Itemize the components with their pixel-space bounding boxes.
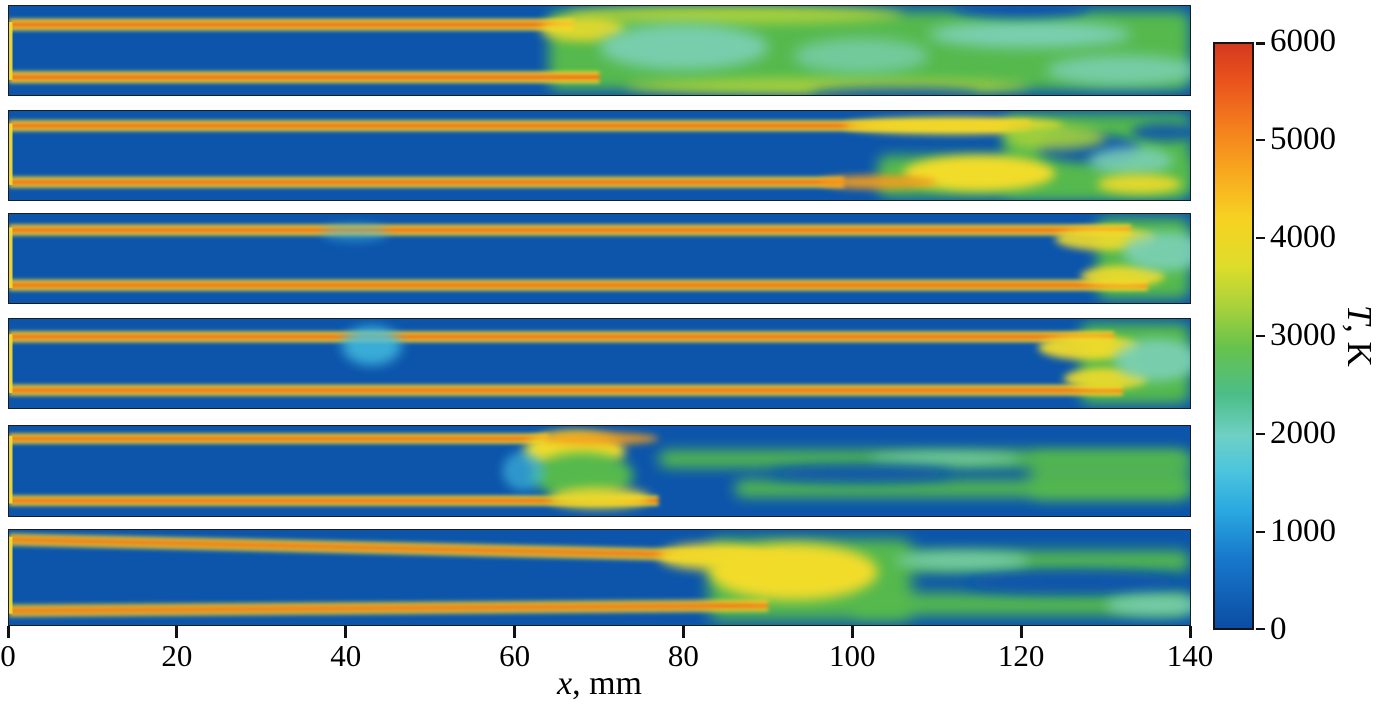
colorbar-tick-label: 5000	[1270, 121, 1336, 157]
temperature-panel-1	[8, 5, 1191, 96]
x-tick-mark	[681, 626, 685, 638]
x-tick-label: 120	[997, 638, 1045, 673]
x-tick-mark	[1188, 626, 1192, 638]
x-axis-label: x, mm	[8, 665, 1191, 703]
colorbar-tick-label: 0	[1270, 611, 1287, 647]
colorbar-label-unit: , K	[1340, 324, 1379, 368]
x-tick-label: 80	[667, 638, 699, 673]
colorbar-tick-label: 6000	[1270, 23, 1336, 59]
colorbar-tick-mark	[1256, 627, 1265, 630]
temperature-panel-4	[8, 318, 1191, 409]
x-axis: 0 20 40 60 80 100 120 140	[0, 626, 1213, 698]
x-tick-mark	[1019, 626, 1023, 638]
temperature-panel-6	[8, 529, 1191, 626]
temperature-field-svg-6	[9, 530, 1190, 625]
temperature-field-svg-2	[9, 111, 1190, 200]
temperature-panel-3	[8, 213, 1191, 304]
colorbar-ticks: 0 1000 2000 3000 4000 5000 6000	[1256, 25, 1381, 646]
colorbar-label-symbol: T	[1340, 304, 1379, 325]
x-tick-label: 0	[0, 638, 16, 673]
x-tick-mark	[6, 626, 10, 638]
x-tick-label: 60	[499, 638, 531, 673]
temperature-panel-2	[8, 110, 1191, 201]
x-tick-label: 40	[330, 638, 362, 673]
colorbar-tick-mark	[1256, 236, 1265, 240]
colorbar-label: T, K	[1336, 42, 1381, 630]
x-tick-mark	[175, 626, 179, 638]
colorbar-tick-mark	[1256, 530, 1265, 534]
colorbar-gradient	[1213, 42, 1254, 630]
colorbar-tick-label: 2000	[1270, 415, 1336, 451]
colorbar-tick-label: 4000	[1270, 219, 1336, 255]
temperature-field-svg-3	[9, 214, 1190, 303]
x-tick-mark	[850, 626, 854, 638]
colorbar-tick-mark	[1256, 42, 1265, 45]
colorbar-tick-mark	[1256, 432, 1265, 436]
x-tick-mark	[344, 626, 348, 638]
temperature-field-svg-1	[9, 6, 1190, 95]
colorbar-tick-mark	[1256, 138, 1265, 142]
colorbar-tick-label: 3000	[1270, 317, 1336, 353]
x-tick-label: 140	[1166, 638, 1214, 673]
colorbar-tick-mark	[1256, 334, 1265, 338]
temperature-field-svg-4	[9, 319, 1190, 408]
x-tick-label: 100	[829, 638, 876, 673]
x-tick-label: 20	[161, 638, 193, 673]
x-tick-mark	[513, 626, 517, 638]
colorbar-tick-label: 1000	[1270, 513, 1336, 549]
temperature-panel-5	[8, 425, 1191, 517]
x-axis-label-unit: , mm	[572, 665, 642, 702]
temperature-field-svg-5	[9, 426, 1190, 516]
x-axis-label-symbol: x	[557, 665, 573, 702]
